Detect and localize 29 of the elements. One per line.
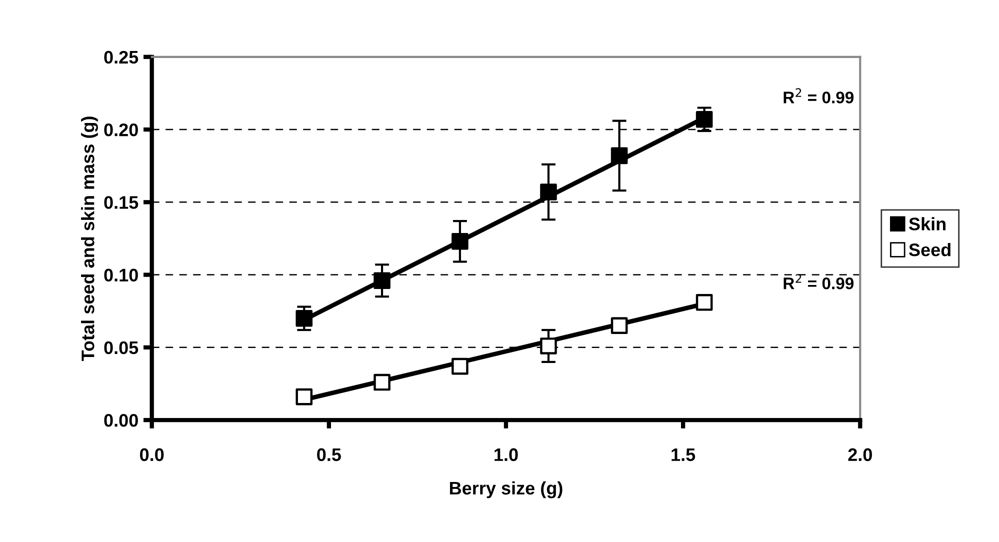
point xyxy=(374,374,390,391)
legend-label: Skin xyxy=(908,217,946,230)
legend-label: Seed xyxy=(908,242,950,256)
point xyxy=(610,317,628,334)
point xyxy=(610,147,628,164)
y-tick-label: 0.15 xyxy=(104,196,138,209)
point xyxy=(540,184,557,200)
x-axis-title: Berry size (g) xyxy=(450,481,562,498)
y-tick-label: 0.10 xyxy=(104,268,138,282)
point xyxy=(374,272,390,289)
x-tick-label: 1.5 xyxy=(672,448,696,462)
y-tick-label: 0.25 xyxy=(104,50,138,64)
point xyxy=(296,388,313,406)
point xyxy=(696,110,713,128)
point xyxy=(696,294,713,311)
x-tick-label: 2.0 xyxy=(848,448,872,462)
point xyxy=(540,338,557,354)
point xyxy=(452,232,468,250)
y-axis-title: Total seed and skin mass (g) xyxy=(81,116,98,362)
annotation: R$^{2}$ = 0.99 xyxy=(784,274,854,290)
x-tick-label: 1.0 xyxy=(494,448,518,462)
x-tick-label: 0.5 xyxy=(317,448,341,462)
annotation: R$^{2}$ = 0.99 xyxy=(784,88,854,104)
point xyxy=(296,310,313,327)
x-tick-label: 0.0 xyxy=(140,448,164,462)
y-tick-label: 0.05 xyxy=(104,341,138,354)
y-tick-label: 0.20 xyxy=(104,123,138,136)
y-tick-label: 0.00 xyxy=(104,414,138,427)
point xyxy=(452,358,468,375)
